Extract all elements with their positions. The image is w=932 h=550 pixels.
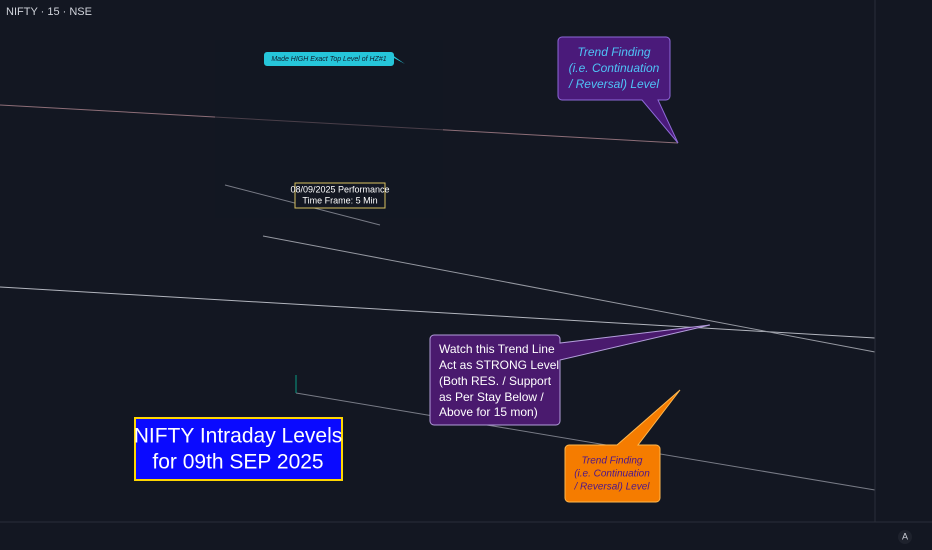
callout-text: Act as STRONG Level <box>439 358 559 372</box>
chart-title: NIFTY Intraday Levels <box>134 425 343 448</box>
callout-text: Above for 15 mon) <box>439 405 538 419</box>
callout-text: Watch this Trend Line <box>439 342 555 356</box>
callout-text: Trend Finding <box>582 456 643 467</box>
callout-text: Trend Finding <box>577 45 650 59</box>
trend-line <box>262 235 876 353</box>
symbol-header: NIFTY · 15 · NSE <box>6 6 92 18</box>
chart-title: for 09th SEP 2025 <box>152 451 323 474</box>
title-box <box>134 417 343 481</box>
scale-button-bg[interactable] <box>898 530 912 544</box>
callout-text: (Both RES. / Support <box>439 374 552 388</box>
callout-text: as Per Stay Below / <box>439 390 544 404</box>
trend-line <box>295 392 876 491</box>
callout-text: / Reversal) Level <box>573 482 650 493</box>
callout-text: / Reversal) Level <box>568 77 659 91</box>
callout-text: (i.e. Continuation <box>574 469 650 480</box>
inset-label-box <box>294 182 386 209</box>
annotations: Made HIGH Exact Top Level of HZ#1 08/09/… <box>134 36 711 503</box>
inset-subtitle: Time Frame: 5 Min <box>302 195 377 205</box>
inset-annotation: Made HIGH Exact Top Level of HZ#1 <box>271 56 386 63</box>
trend-line <box>0 286 876 339</box>
time-axis <box>0 522 875 550</box>
callout-box <box>429 324 711 426</box>
callout-box <box>564 389 681 503</box>
inset-title: 08/09/2025 Performance <box>290 184 389 194</box>
price-axis <box>875 0 932 550</box>
trend-lines <box>0 104 876 491</box>
inset-annotation-box <box>264 52 405 66</box>
scale-button[interactable]: A <box>902 531 908 541</box>
callout-box <box>557 36 679 144</box>
callout-text: (i.e. Continuation <box>569 61 660 75</box>
